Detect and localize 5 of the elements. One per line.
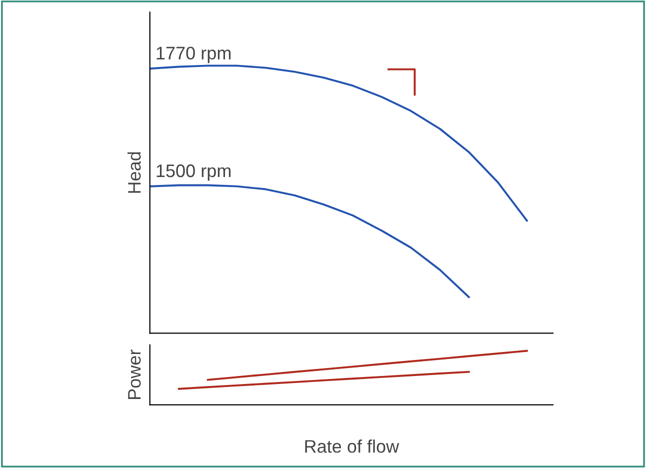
y-axis-title: Power: [128, 350, 141, 399]
series-label: 1770 rpm: [156, 46, 231, 64]
series-label: 1500 rpm: [156, 164, 231, 181]
x-axis-title: Rate of flow: [305, 440, 400, 453]
y-axis-title: Head: [127, 152, 141, 193]
